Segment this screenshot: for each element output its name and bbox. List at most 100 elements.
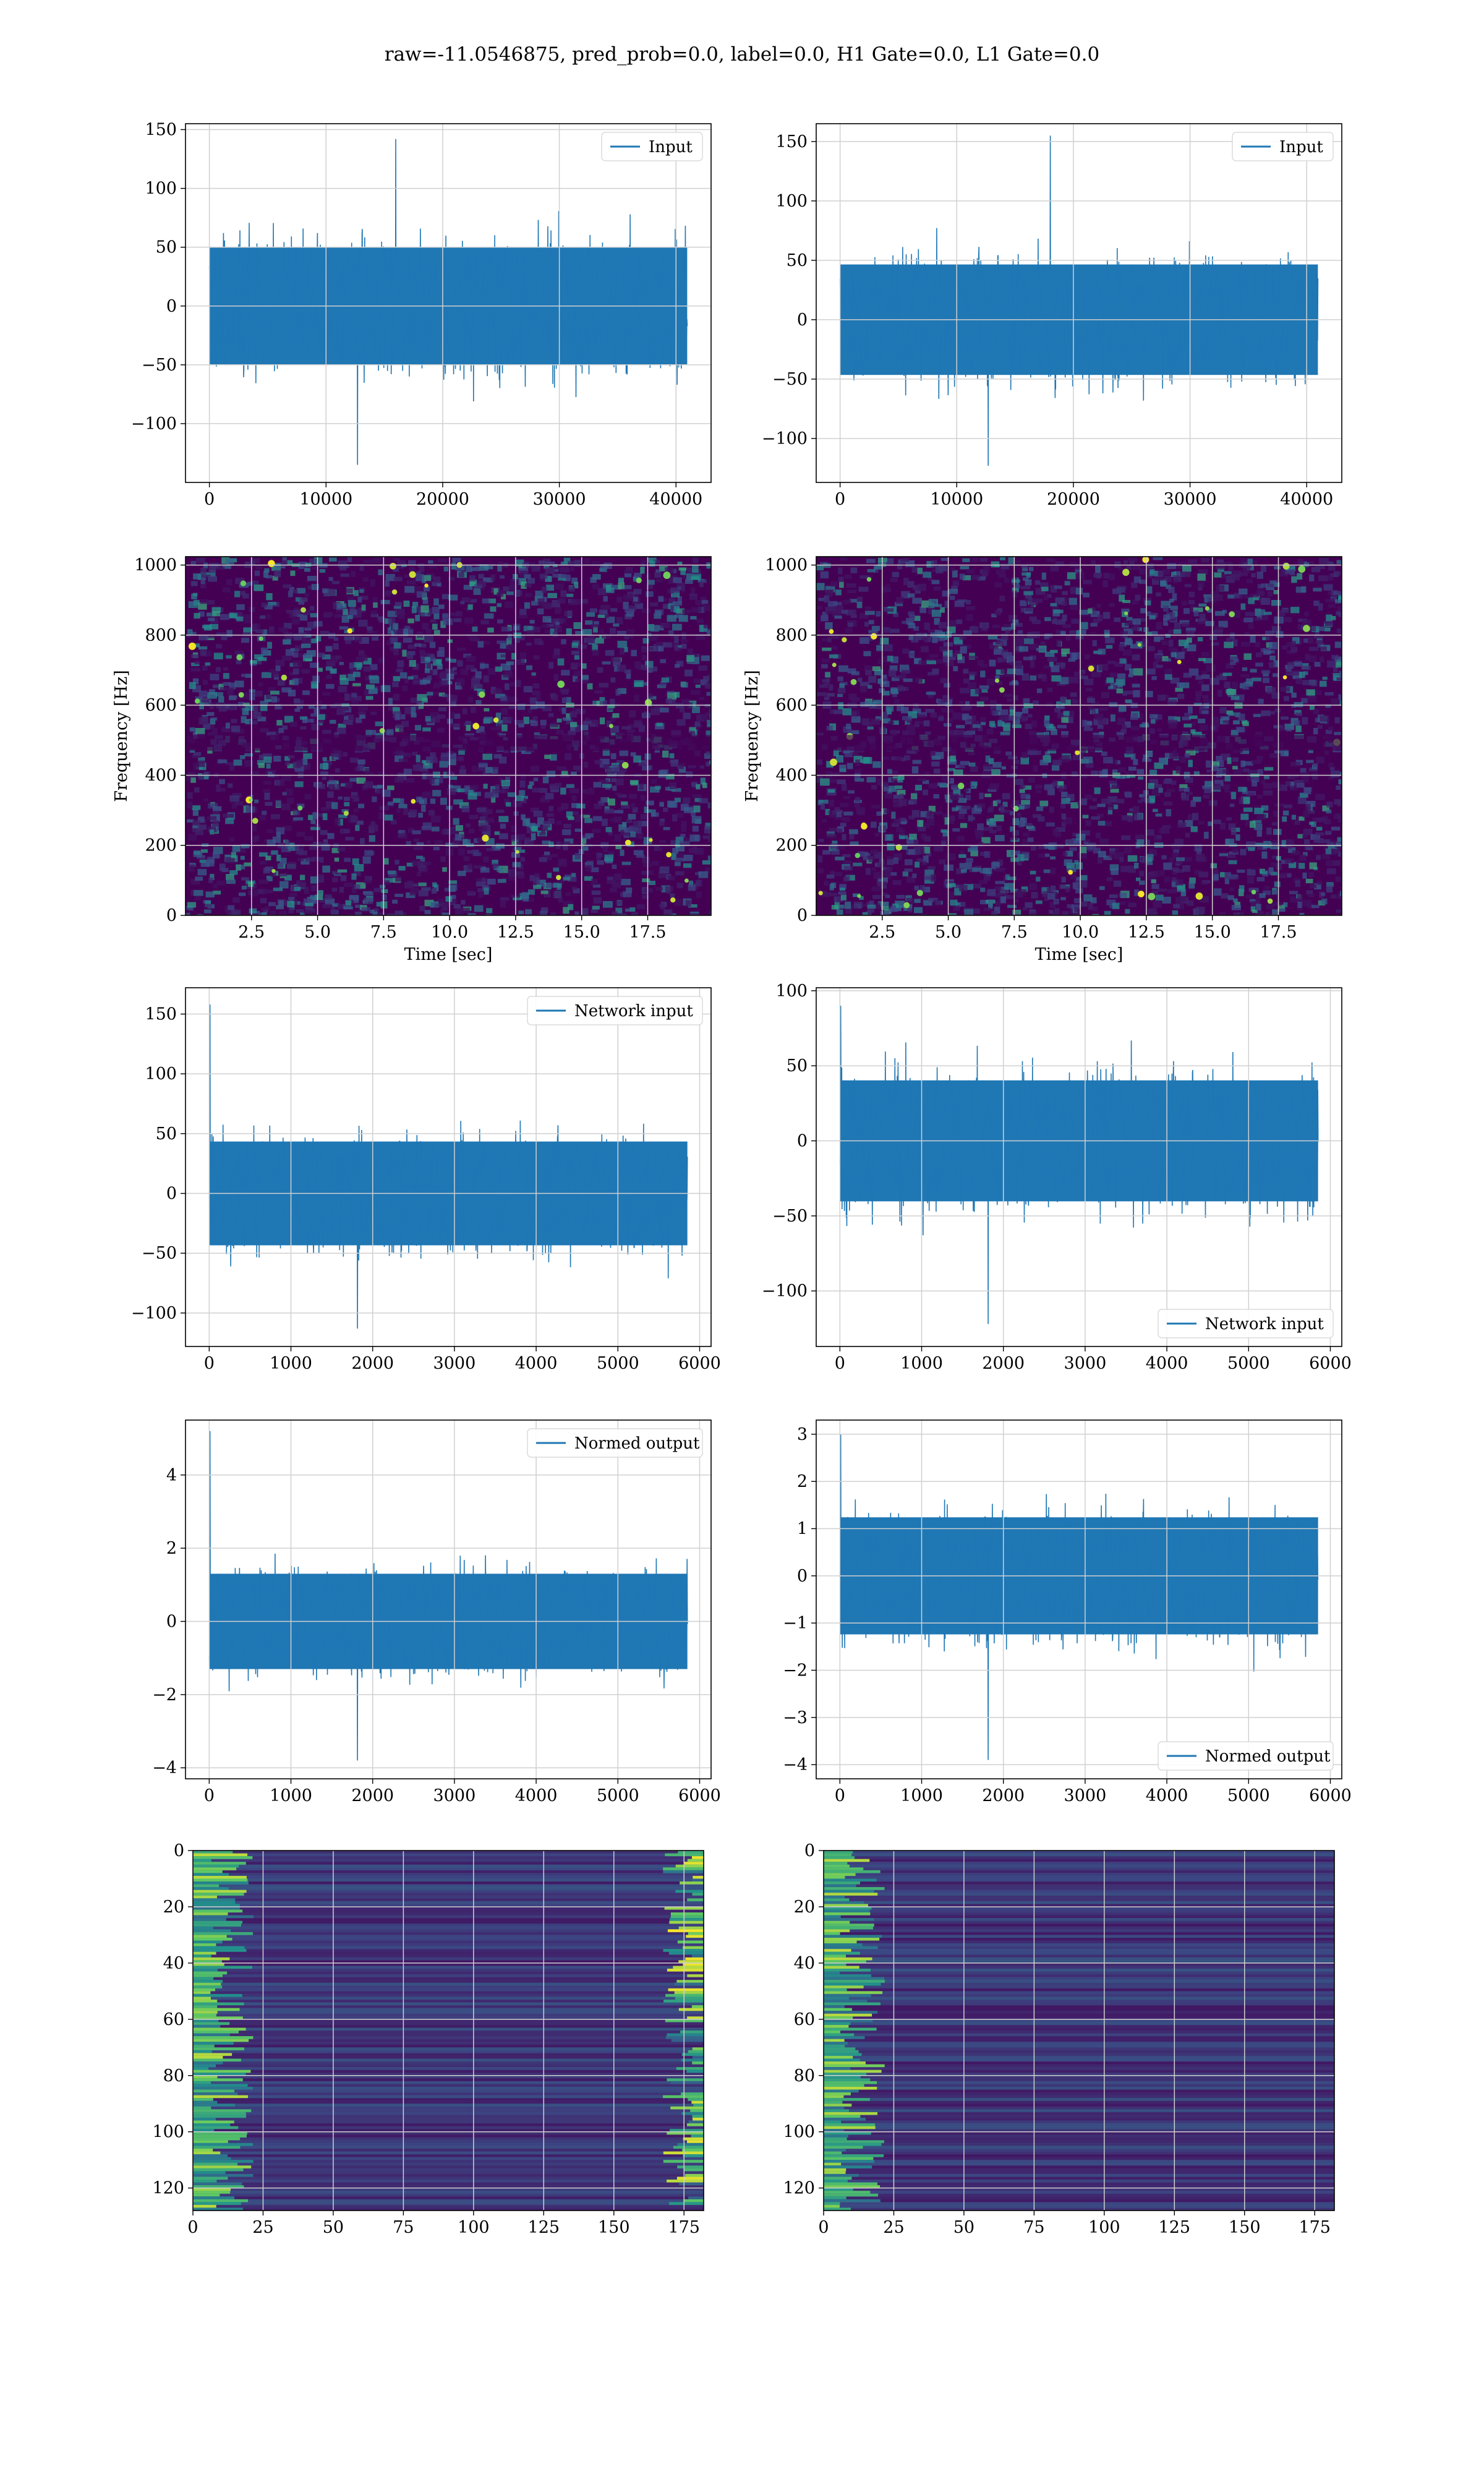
heatmap-cell bbox=[1245, 792, 1255, 796]
heatmap-cell bbox=[466, 664, 475, 670]
heatmap-cell bbox=[890, 729, 897, 737]
heatmap-cell bbox=[353, 871, 361, 876]
heatmap-cell bbox=[1199, 707, 1209, 714]
heatmap-cell bbox=[947, 626, 956, 634]
heatmap-cell bbox=[981, 573, 988, 576]
heatmap-cell bbox=[963, 732, 973, 738]
heatmap-cell bbox=[208, 877, 213, 883]
heatmap-cell bbox=[1171, 843, 1181, 849]
heatmap-cell bbox=[655, 610, 662, 616]
heatmap-cell bbox=[863, 756, 872, 764]
heatmap-cell bbox=[634, 603, 644, 609]
plot-area bbox=[208, 139, 688, 465]
heatmap-cell bbox=[1290, 573, 1300, 576]
heatmap-cell bbox=[1280, 687, 1290, 692]
heatmap-cell bbox=[370, 821, 375, 826]
heatmap-cell bbox=[448, 576, 455, 581]
heatmap-cell bbox=[1316, 826, 1323, 831]
heatmap-cell bbox=[1232, 848, 1239, 854]
heatmap-cell bbox=[354, 767, 360, 771]
heatmap-cell bbox=[393, 558, 400, 562]
heatmap-cell bbox=[1198, 603, 1207, 607]
heatmap-cell bbox=[699, 625, 704, 632]
heatmap-cell bbox=[1067, 904, 1074, 909]
heatmap-cell bbox=[305, 857, 315, 862]
heatmap-cell bbox=[1255, 608, 1261, 616]
heatmap-cell bbox=[1023, 832, 1030, 837]
heatmap-cell bbox=[1175, 860, 1183, 865]
heatmap-cell bbox=[546, 883, 556, 888]
heatmap-cell bbox=[1038, 844, 1045, 850]
heatmap-cell bbox=[467, 863, 473, 870]
heatmap-cell bbox=[339, 662, 344, 666]
heatmap-cell bbox=[553, 674, 559, 682]
heatmap-cell bbox=[1188, 668, 1199, 676]
heatmap-cell bbox=[1000, 805, 1005, 813]
x-tick-label: 10000 bbox=[299, 490, 352, 509]
heatmap-cell bbox=[250, 558, 260, 564]
heatmap-cell bbox=[591, 878, 598, 886]
heatmap-cell bbox=[824, 880, 829, 886]
heatmap-cell bbox=[1117, 798, 1125, 803]
heatmap-cell bbox=[513, 811, 519, 816]
heatmap-cell bbox=[613, 810, 623, 813]
heatmap-cell bbox=[1182, 716, 1192, 721]
heatmap-cell bbox=[241, 674, 251, 677]
heatmap-cell bbox=[353, 808, 359, 813]
heatmap-cell bbox=[930, 751, 936, 758]
heatmap-cell bbox=[293, 817, 304, 821]
heatmap-cell bbox=[684, 669, 693, 677]
heatmap-cell bbox=[1029, 567, 1034, 571]
heatmap-cell bbox=[966, 614, 973, 621]
heatmap-cell bbox=[838, 665, 848, 672]
heatmap-cell bbox=[371, 630, 378, 638]
heatmap-cell bbox=[461, 597, 470, 602]
heatmap-cell bbox=[584, 558, 591, 565]
heatmap-cell bbox=[298, 881, 306, 888]
heatmap-cell bbox=[709, 760, 711, 764]
heatmap-cell bbox=[349, 609, 357, 615]
heatmap-cell bbox=[1256, 571, 1263, 579]
heatmap-cell bbox=[641, 870, 650, 875]
heatmap-cell bbox=[497, 723, 506, 730]
heatmap-cell bbox=[1114, 804, 1119, 810]
heatmap-cell bbox=[240, 591, 246, 596]
heatmap-cell bbox=[866, 559, 876, 563]
heatmap-cell bbox=[866, 777, 876, 783]
heatmap-cell bbox=[1086, 843, 1093, 850]
heatmap-cell bbox=[313, 707, 320, 714]
heatmap-cell bbox=[842, 854, 851, 858]
heatmap-cell bbox=[533, 777, 539, 781]
heatmap-cell bbox=[571, 651, 580, 655]
heatmap-cell bbox=[372, 557, 382, 563]
heatmap-cell bbox=[1159, 757, 1166, 764]
heatmap-cell bbox=[1093, 847, 1101, 854]
heatmap-cell bbox=[573, 811, 579, 815]
heatmap-cell bbox=[1172, 910, 1179, 915]
heatmap-cell bbox=[859, 575, 869, 579]
heatmap-cell bbox=[1253, 915, 1263, 922]
heatmap-cell bbox=[411, 883, 418, 887]
heatmap-cell bbox=[1255, 641, 1260, 648]
heatmap-cell bbox=[840, 894, 846, 901]
heatmap-cell bbox=[484, 566, 493, 570]
heatmap-cell bbox=[1091, 560, 1096, 565]
heatmap-cell bbox=[919, 606, 926, 614]
heatmap-cell bbox=[1015, 712, 1023, 719]
heatmap-cell bbox=[1203, 594, 1213, 597]
heatmap-cell bbox=[979, 664, 987, 667]
heatmap-cell bbox=[1240, 748, 1250, 755]
heatmap-cell bbox=[1263, 841, 1271, 849]
heatmap-cell bbox=[1142, 638, 1148, 646]
heatmap-cell bbox=[683, 797, 691, 803]
heatmap-cell bbox=[426, 653, 435, 659]
heatmap-cell bbox=[1247, 559, 1253, 566]
heatmap-cell bbox=[836, 811, 842, 818]
heatmap-cell bbox=[192, 685, 201, 693]
heatmap-cell bbox=[902, 730, 908, 737]
heatmap-cell bbox=[376, 787, 382, 794]
heatmap-cell bbox=[1061, 730, 1068, 738]
heatmap-cell bbox=[975, 688, 981, 695]
x-tick-label: 40000 bbox=[1280, 490, 1333, 509]
heatmap-cell bbox=[656, 722, 663, 727]
